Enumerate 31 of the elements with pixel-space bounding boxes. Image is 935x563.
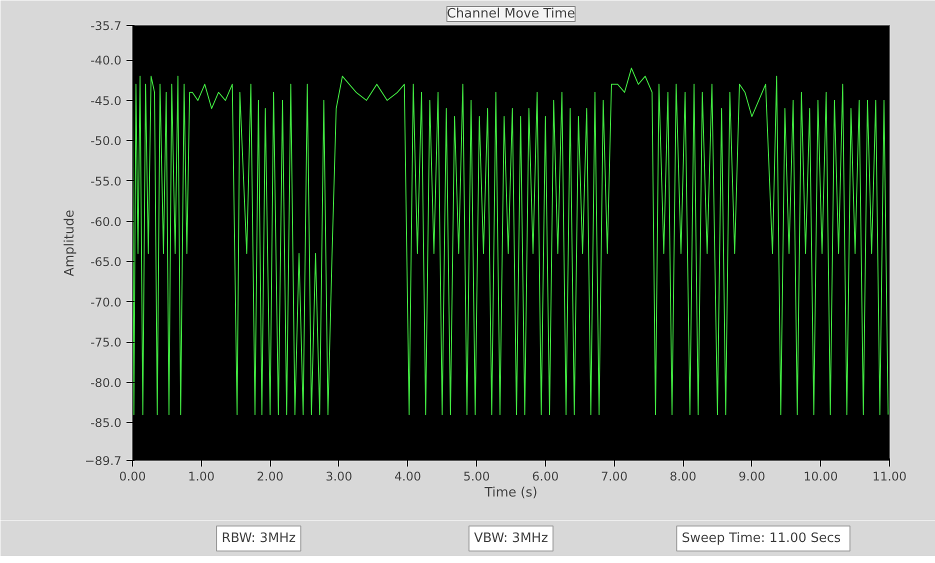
y-axis-title: Amplitude	[62, 210, 78, 276]
x-tick-label: 2.00	[256, 470, 284, 484]
text: RBW: 3MHz	[222, 531, 296, 546]
y-tick-label: -85.0	[90, 416, 122, 430]
x-tick-label: 0.00	[119, 470, 146, 484]
y-tick-label: -50.0	[90, 134, 122, 148]
y-tick-label: -45.0	[90, 94, 122, 108]
x-tick-label: 3.00	[326, 470, 352, 484]
y-tick-label: -35.7	[90, 19, 122, 33]
x-tick-label: 9.00	[738, 470, 766, 484]
y-tick-label: -65.0	[90, 255, 122, 270]
x-tick-label: 8.00	[670, 470, 696, 484]
y-tick-label: −89.7	[84, 454, 122, 468]
chart-title: Channel Move Time	[446, 6, 576, 22]
x-axis-title: Time (s)	[484, 486, 538, 500]
y-tick-label: -75.0	[90, 336, 122, 350]
y-tick-label: -70.0	[90, 295, 122, 310]
y-tick-label: -55.0	[90, 174, 122, 188]
x-tick-label: 4.00	[394, 470, 422, 484]
y-tick-label: -40.0	[90, 54, 122, 68]
x-tick-label: 7.00	[600, 470, 628, 484]
x-tick-label: 6.00	[532, 470, 559, 484]
x-tick-label: 1.00	[188, 470, 215, 484]
y-tick-label: -60.0	[90, 214, 122, 229]
y-tick-label: -80.0	[90, 376, 122, 390]
x-tick-label: 5.00	[463, 470, 490, 484]
text: VBW: 3MHz	[474, 531, 548, 546]
text: Sweep Time: 11.00 Secs	[682, 531, 842, 546]
x-tick-label: 10.00	[804, 470, 838, 484]
x-tick-label: 11.00	[872, 470, 907, 484]
line-series	[132, 68, 889, 416]
